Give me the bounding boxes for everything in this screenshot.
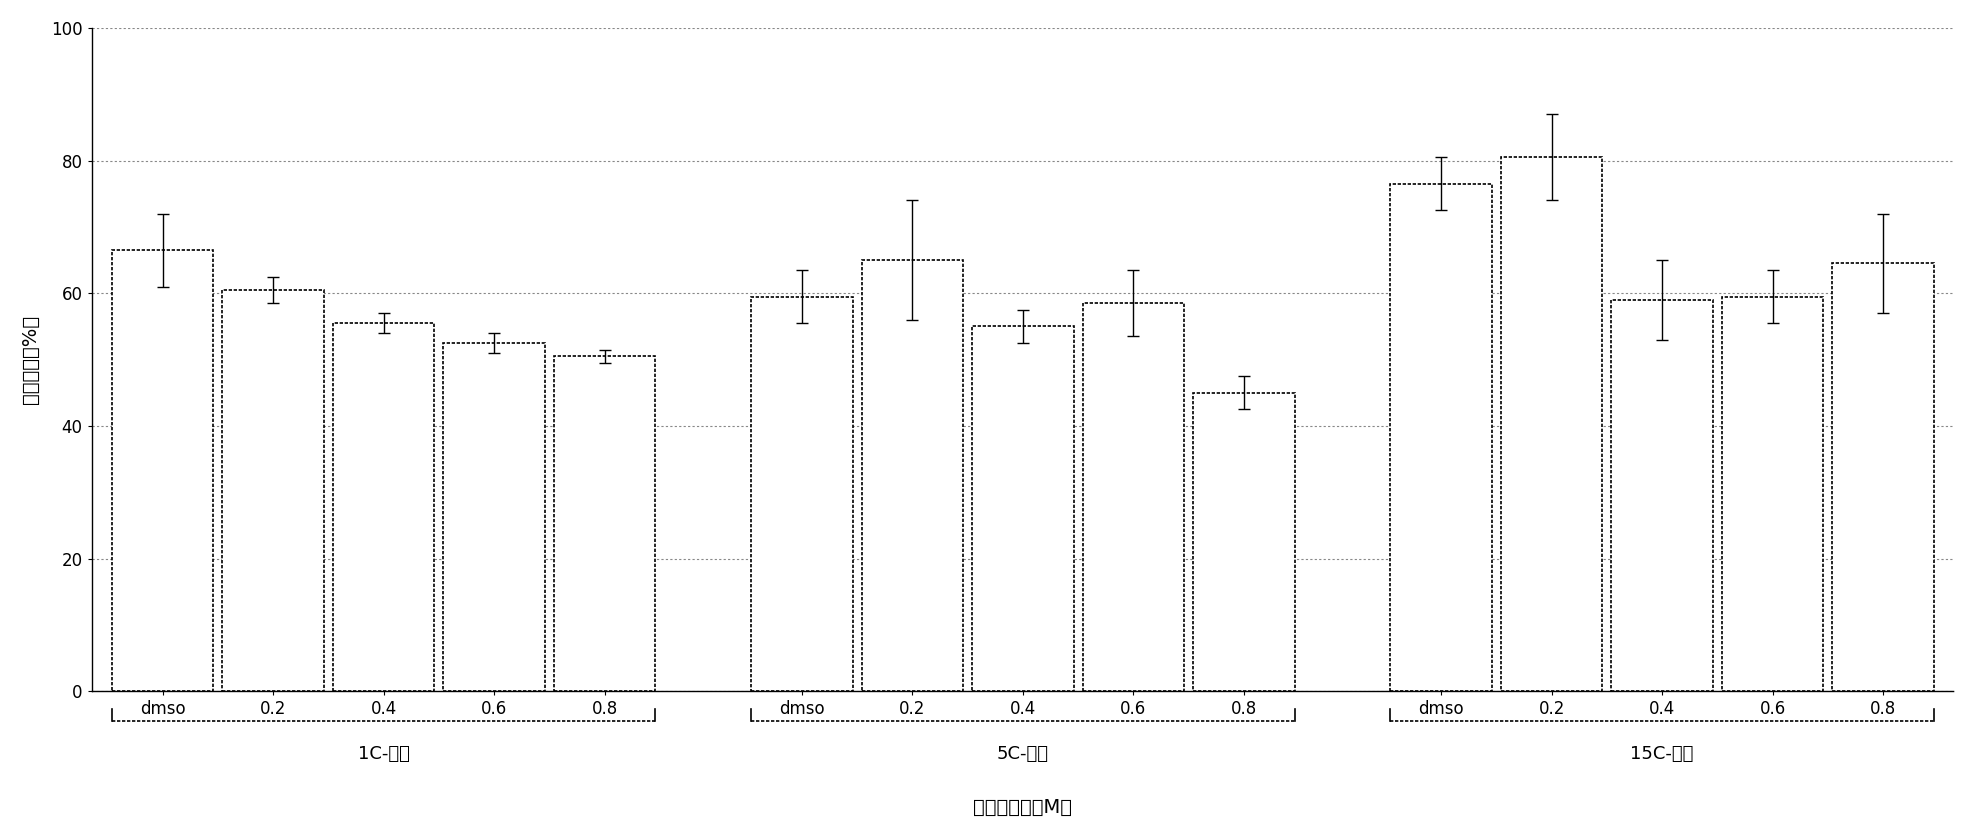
Bar	[1082, 304, 1185, 691]
Text: 5C-分钟: 5C-分钟	[997, 745, 1049, 762]
Bar	[972, 326, 1074, 691]
Bar	[1833, 264, 1934, 691]
Bar	[1193, 393, 1296, 691]
Y-axis label: 细胞活力（%）: 细胞活力（%）	[22, 315, 40, 404]
Text: 15C-分钟: 15C-分钟	[1631, 745, 1695, 762]
Bar	[861, 260, 964, 691]
Bar	[1390, 183, 1491, 691]
Bar	[113, 250, 213, 691]
Text: 海藻糖浓度（M）: 海藻糖浓度（M）	[974, 797, 1072, 816]
Bar	[1722, 297, 1823, 691]
Bar	[332, 323, 434, 691]
Bar	[223, 290, 324, 691]
Bar	[750, 297, 853, 691]
Bar	[1612, 300, 1712, 691]
Bar	[442, 343, 545, 691]
Text: 1C-分钟: 1C-分钟	[357, 745, 409, 762]
Bar	[1501, 158, 1602, 691]
Bar	[553, 356, 656, 691]
